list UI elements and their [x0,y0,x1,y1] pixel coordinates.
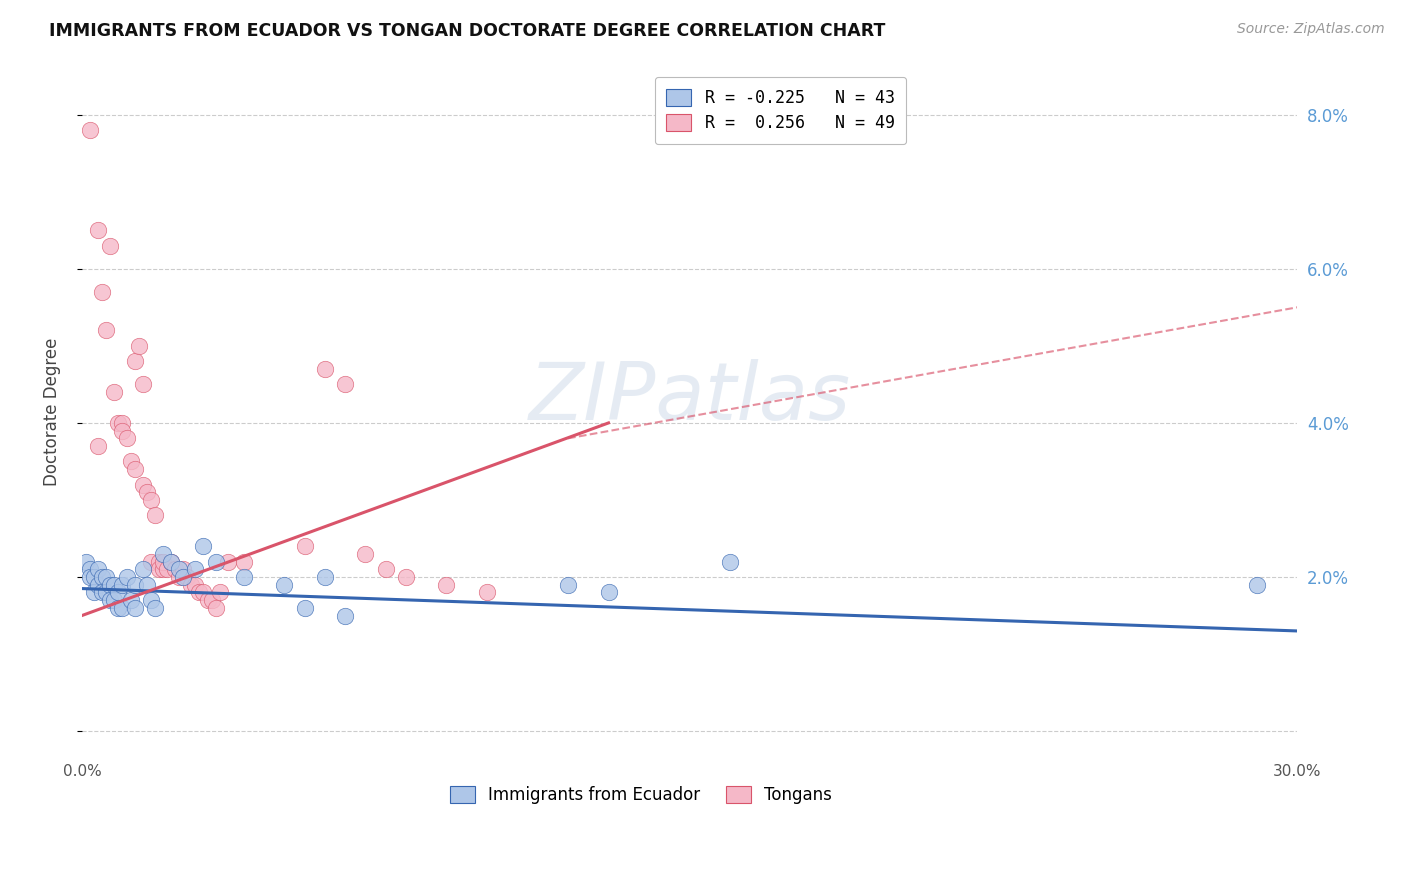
Point [107,585,129,599]
Point [172,570,194,584]
Point [96,585,118,599]
Point [167,562,190,576]
Point [598,585,620,599]
Point [475,585,498,599]
Point [180,578,202,592]
Point [273,578,295,592]
Point [335,608,357,623]
Point [124,354,146,368]
Point [193,585,215,599]
Text: ZIPatlas: ZIPatlas [529,359,851,437]
Point [139,492,162,507]
Point [111,424,134,438]
Point [165,562,187,576]
Point [120,593,142,607]
Point [148,562,170,576]
Point [1246,578,1268,592]
Point [115,431,138,445]
Point [160,555,183,569]
Point [111,416,134,430]
Point [152,562,174,576]
Point [200,593,222,607]
Point [98,578,121,592]
Point [294,539,316,553]
Point [148,555,170,569]
Point [87,562,110,576]
Point [314,570,336,584]
Point [124,578,146,592]
Point [204,555,226,569]
Point [135,578,157,592]
Point [111,578,134,592]
Point [354,547,377,561]
Point [103,593,125,607]
Point [208,585,231,599]
Point [152,547,174,561]
Point [83,570,105,584]
Point [132,477,155,491]
Point [132,377,155,392]
Point [143,600,166,615]
Point [204,600,226,615]
Point [79,562,101,576]
Y-axis label: Doctorate Degree: Doctorate Degree [44,337,60,485]
Point [294,600,316,615]
Point [124,600,146,615]
Point [75,555,97,569]
Point [193,539,215,553]
Point [111,600,134,615]
Point [132,562,155,576]
Point [87,439,110,453]
Point [557,578,579,592]
Point [115,570,138,584]
Point [128,339,150,353]
Point [233,555,256,569]
Point [96,323,118,337]
Point [188,585,211,599]
Point [152,555,174,569]
Point [120,454,142,468]
Text: Source: ZipAtlas.com: Source: ZipAtlas.com [1237,22,1385,37]
Point [96,570,118,584]
Point [167,570,190,584]
Point [143,508,166,523]
Point [217,555,239,569]
Point [176,570,198,584]
Point [124,462,146,476]
Point [374,562,396,576]
Point [98,238,121,252]
Legend: Immigrants from Ecuador, Tongans: Immigrants from Ecuador, Tongans [440,776,842,814]
Point [79,123,101,137]
Point [87,578,110,592]
Point [718,555,741,569]
Point [87,223,110,237]
Point [436,578,458,592]
Point [107,600,129,615]
Point [172,562,194,576]
Point [79,570,101,584]
Point [335,377,357,392]
Point [233,570,256,584]
Text: IMMIGRANTS FROM ECUADOR VS TONGAN DOCTORATE DEGREE CORRELATION CHART: IMMIGRANTS FROM ECUADOR VS TONGAN DOCTOR… [49,22,886,40]
Point [98,593,121,607]
Point [139,593,162,607]
Point [184,562,207,576]
Point [197,593,219,607]
Point [395,570,418,584]
Point [156,562,179,576]
Point [91,285,114,299]
Point [160,555,183,569]
Point [83,585,105,599]
Point [103,385,125,400]
Point [184,578,207,592]
Point [91,570,114,584]
Point [314,362,336,376]
Point [91,585,114,599]
Point [103,578,125,592]
Point [139,555,162,569]
Point [135,485,157,500]
Point [107,416,129,430]
